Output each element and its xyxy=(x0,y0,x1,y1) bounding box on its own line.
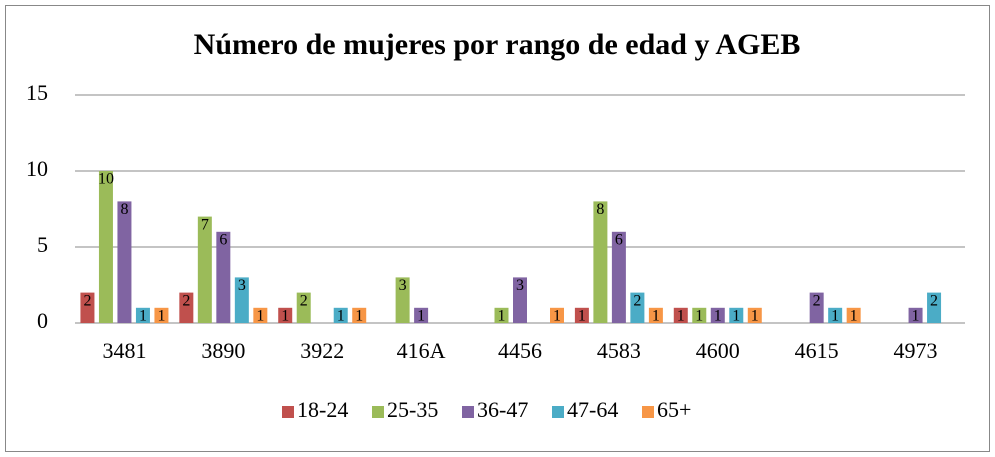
data-label: 8 xyxy=(120,201,128,218)
data-label: 1 xyxy=(139,307,147,324)
bar xyxy=(179,292,194,323)
bar xyxy=(828,307,843,323)
data-label: 6 xyxy=(219,231,227,248)
x-tick-label: 3890 xyxy=(201,338,245,363)
bar xyxy=(278,307,293,323)
data-label: 7 xyxy=(201,216,209,233)
bar xyxy=(593,201,608,323)
bar xyxy=(352,307,367,323)
legend-label: 18-24 xyxy=(297,397,348,422)
data-label: 10 xyxy=(98,171,114,188)
bar xyxy=(414,307,429,323)
data-label: 2 xyxy=(813,292,821,309)
data-label: 1 xyxy=(578,307,586,324)
data-label: 1 xyxy=(714,307,722,324)
x-tick-label: 416A xyxy=(397,338,446,363)
y-tick-label: 10 xyxy=(26,156,48,181)
bar xyxy=(216,231,231,323)
bar xyxy=(234,277,249,323)
data-label: 1 xyxy=(157,307,165,324)
legend-swatch xyxy=(372,406,384,418)
bar xyxy=(710,307,725,323)
data-label: 2 xyxy=(182,292,190,309)
data-label: 1 xyxy=(732,307,740,324)
y-tick-label: 5 xyxy=(37,232,48,257)
bar xyxy=(673,307,688,323)
data-label: 1 xyxy=(417,307,425,324)
bar xyxy=(648,307,663,323)
legend-swatch xyxy=(642,406,654,418)
legend-swatch xyxy=(552,406,564,418)
data-label: 1 xyxy=(355,307,363,324)
data-label: 3 xyxy=(516,277,524,294)
bar xyxy=(574,307,589,323)
bar xyxy=(747,307,762,323)
bar xyxy=(513,277,527,323)
bar xyxy=(253,307,268,323)
bar xyxy=(154,307,169,323)
data-label: 2 xyxy=(300,292,308,309)
data-label: 2 xyxy=(83,292,91,309)
x-tick-label: 4583 xyxy=(597,338,641,363)
bar xyxy=(846,307,861,323)
bar xyxy=(809,292,824,323)
data-label: 3 xyxy=(238,277,246,294)
x-tick-label: 3922 xyxy=(300,338,344,363)
data-label: 1 xyxy=(281,307,289,324)
data-label: 8 xyxy=(596,201,604,218)
bar xyxy=(98,171,113,323)
data-label: 2 xyxy=(633,292,641,309)
data-label: 1 xyxy=(337,307,345,324)
data-label: 1 xyxy=(751,307,759,324)
data-label: 1 xyxy=(553,307,561,324)
legend-label: 36-47 xyxy=(477,397,528,422)
x-tick-label: 4600 xyxy=(696,338,740,363)
x-tick-label: 4456 xyxy=(498,338,542,363)
bar xyxy=(927,292,942,323)
x-tick-label: 3481 xyxy=(102,338,146,363)
chart-border xyxy=(5,5,990,452)
bar xyxy=(80,292,95,323)
bar xyxy=(333,307,348,323)
x-tick-label: 4973 xyxy=(894,338,938,363)
bar xyxy=(550,307,564,323)
data-label: 1 xyxy=(695,307,703,324)
bar xyxy=(494,307,509,323)
data-label: 3 xyxy=(399,277,407,294)
data-label: 1 xyxy=(831,307,839,324)
bar xyxy=(630,292,645,323)
legend-label: 25-35 xyxy=(387,397,438,422)
bar xyxy=(729,307,744,323)
x-tick-label: 4615 xyxy=(795,338,839,363)
bar xyxy=(135,307,150,323)
data-label: 1 xyxy=(498,307,506,324)
bar xyxy=(908,307,923,323)
legend-swatch xyxy=(462,406,474,418)
legend-swatch xyxy=(282,406,294,418)
data-label: 1 xyxy=(677,307,685,324)
bar xyxy=(692,307,707,323)
bar xyxy=(117,201,132,323)
y-tick-label: 15 xyxy=(26,80,48,105)
data-label: 2 xyxy=(930,292,938,309)
data-label: 1 xyxy=(256,307,264,324)
bar xyxy=(611,231,626,323)
legend-label: 47-64 xyxy=(567,397,618,422)
bar xyxy=(197,216,212,323)
y-tick-label: 0 xyxy=(37,308,48,333)
data-label: 1 xyxy=(850,307,858,324)
legend-label: 65+ xyxy=(657,397,691,422)
chart-title: Número de mujeres por rango de edad y AG… xyxy=(194,28,801,61)
data-label: 1 xyxy=(652,307,660,324)
bar xyxy=(395,277,410,323)
bar xyxy=(296,292,311,323)
data-label: 1 xyxy=(912,307,920,324)
data-label: 6 xyxy=(615,231,623,248)
